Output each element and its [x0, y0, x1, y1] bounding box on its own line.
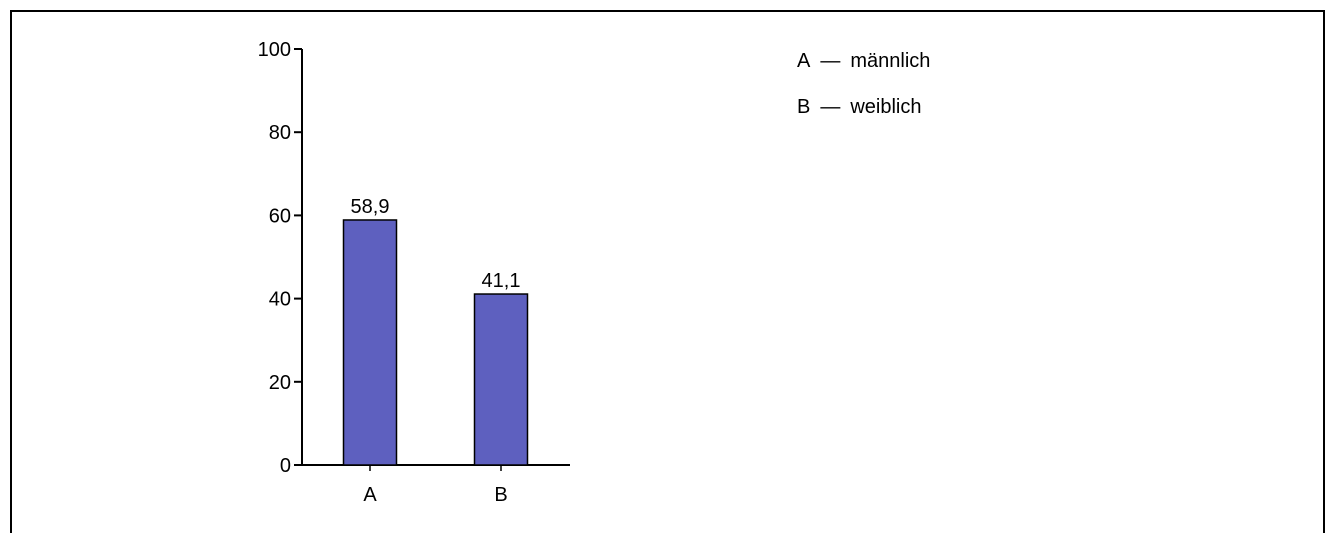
x-tick-label-B: B: [494, 484, 507, 506]
bar-B: [473, 293, 529, 466]
chart-frame: [10, 10, 1325, 533]
data-label-B: 41,1: [482, 270, 521, 292]
y-tick-label-20: 20: [269, 372, 291, 394]
data-label-A: 58,9: [351, 196, 390, 218]
bar-A: [342, 219, 398, 466]
legend: A — männlich B — weiblich: [797, 49, 930, 141]
x-tick-label-A: A: [363, 484, 377, 506]
legend-label-a: männlich: [850, 50, 931, 72]
legend-item-b: B — weiblich: [797, 95, 930, 119]
legend-label-b: weiblich: [850, 96, 922, 118]
y-tick-label-100: 100: [258, 39, 291, 61]
y-tick-label-0: 0: [280, 455, 291, 477]
legend-dash-a: —: [820, 50, 841, 72]
legend-dash-b: —: [820, 96, 841, 118]
y-tick-label-60: 60: [269, 205, 291, 227]
y-tick-label-40: 40: [269, 289, 291, 311]
legend-key-a: A: [797, 50, 811, 72]
y-tick-label-80: 80: [269, 122, 291, 144]
legend-item-a: A — männlich: [797, 49, 930, 73]
legend-key-b: B: [797, 96, 811, 118]
